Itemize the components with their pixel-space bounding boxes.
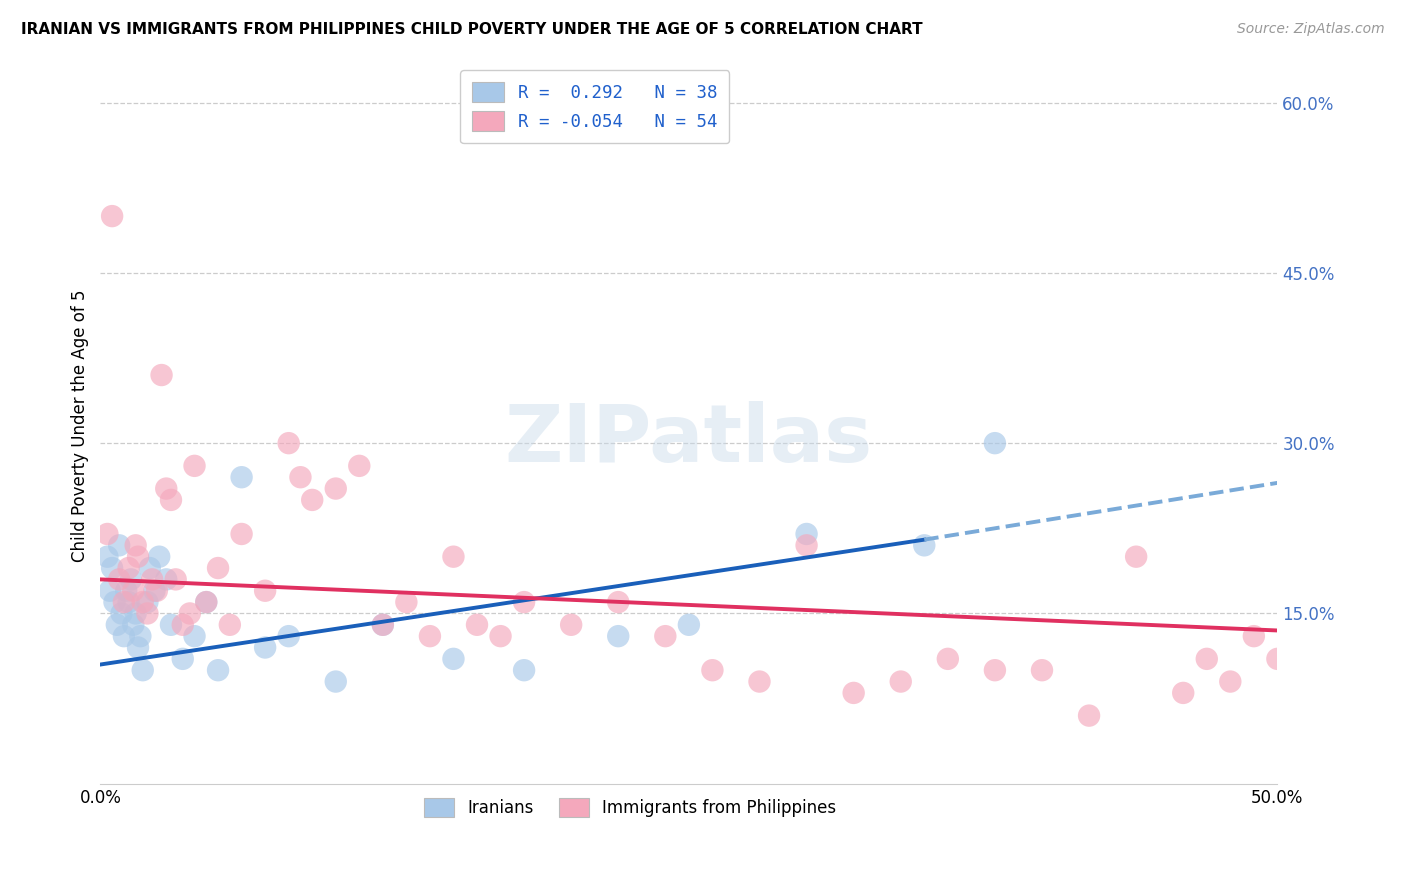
Point [984,436,1007,450]
Point [1267,652,1289,666]
Point [1031,663,1053,677]
Point [136,595,159,609]
Point [419,629,441,643]
Point [796,538,818,552]
Point [160,492,183,507]
Point [301,492,323,507]
Point [172,617,194,632]
Point [1243,629,1265,643]
Point [277,436,299,450]
Point [443,652,465,666]
Point [654,629,676,643]
Point [218,617,240,632]
Point [349,458,371,473]
Point [96,527,118,541]
Point [115,583,138,598]
Point [325,482,347,496]
Point [141,573,163,587]
Point [139,561,162,575]
Point [678,617,700,632]
Point [513,595,536,609]
Point [842,686,865,700]
Point [110,607,132,621]
Point [207,561,229,575]
Point [150,368,173,382]
Point [127,640,149,655]
Point [172,652,194,666]
Point [1125,549,1147,564]
Point [443,549,465,564]
Point [371,617,394,632]
Point [912,538,935,552]
Point [748,674,770,689]
Point [120,573,142,587]
Point [108,573,131,587]
Point [98,583,121,598]
Legend: Iranians, Immigrants from Philippines: Iranians, Immigrants from Philippines [416,789,845,825]
Point [136,607,159,621]
Point [231,527,253,541]
Point [195,595,218,609]
Point [148,549,170,564]
Point [560,617,582,632]
Point [117,595,139,609]
Text: ZIPatlas: ZIPatlas [505,401,873,479]
Point [796,527,818,541]
Point [371,617,394,632]
Point [183,458,205,473]
Y-axis label: Child Poverty Under the Age of 5: Child Poverty Under the Age of 5 [72,290,89,562]
Point [146,583,169,598]
Point [183,629,205,643]
Point [122,583,145,598]
Point [290,470,312,484]
Point [325,674,347,689]
Point [489,629,512,643]
Point [1173,686,1195,700]
Point [117,561,139,575]
Point [702,663,724,677]
Text: Source: ZipAtlas.com: Source: ZipAtlas.com [1237,22,1385,37]
Point [195,595,218,609]
Point [124,538,146,552]
Point [890,674,912,689]
Point [254,583,277,598]
Point [1219,674,1241,689]
Point [179,607,201,621]
Point [124,607,146,621]
Point [607,595,630,609]
Point [1195,652,1218,666]
Point [96,549,118,564]
Point [155,482,177,496]
Point [207,663,229,677]
Point [143,583,166,598]
Point [105,617,128,632]
Point [112,629,135,643]
Point [129,629,152,643]
Point [513,663,536,677]
Point [254,640,277,655]
Point [122,617,145,632]
Point [984,663,1007,677]
Point [103,595,125,609]
Point [395,595,418,609]
Point [108,538,131,552]
Point [112,595,135,609]
Point [936,652,959,666]
Point [101,561,124,575]
Point [155,573,177,587]
Point [277,629,299,643]
Point [127,549,149,564]
Point [132,595,155,609]
Point [132,663,155,677]
Point [165,573,187,587]
Point [231,470,253,484]
Point [465,617,488,632]
Point [160,617,183,632]
Point [607,629,630,643]
Point [1078,708,1101,723]
Point [101,209,124,223]
Text: IRANIAN VS IMMIGRANTS FROM PHILIPPINES CHILD POVERTY UNDER THE AGE OF 5 CORRELAT: IRANIAN VS IMMIGRANTS FROM PHILIPPINES C… [21,22,922,37]
